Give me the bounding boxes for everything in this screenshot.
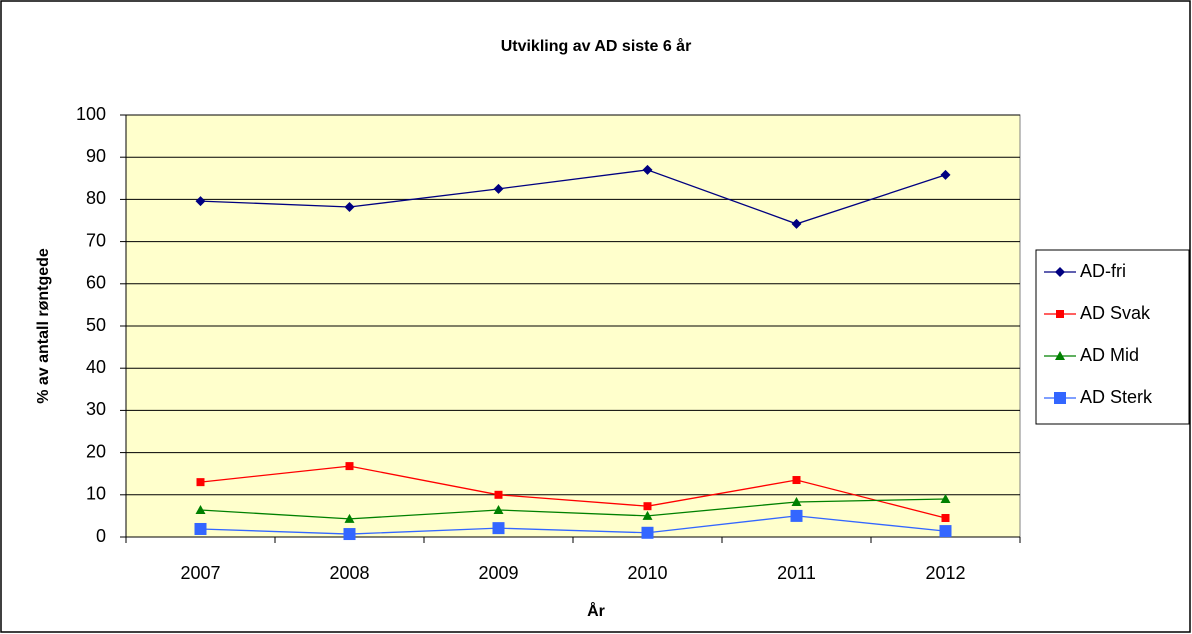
marker: [343, 528, 356, 541]
marker: [1055, 351, 1065, 360]
legend-label: AD Sterk: [1080, 387, 1153, 407]
marker: [344, 201, 355, 212]
marker: [941, 514, 950, 523]
y-tick-label: 40: [86, 357, 106, 377]
marker: [642, 510, 653, 520]
y-tick-label: 70: [86, 230, 106, 250]
marker: [791, 496, 802, 506]
x-tick-label: 2011: [777, 563, 816, 583]
marker: [194, 522, 207, 535]
marker: [344, 513, 355, 523]
legend-label: AD Mid: [1080, 345, 1139, 365]
marker: [345, 462, 354, 471]
marker: [643, 502, 652, 511]
marker: [1055, 267, 1065, 277]
marker: [1056, 310, 1064, 318]
x-tick-label: 2009: [478, 563, 518, 583]
series-line: [200, 515, 946, 535]
x-tick-label: 2008: [329, 563, 369, 583]
y-tick-label: 20: [86, 441, 106, 461]
marker: [1054, 392, 1066, 404]
marker: [492, 522, 505, 535]
chart-title: Utvikling av AD siste 6 år: [501, 37, 692, 55]
x-tick-label: 2010: [627, 563, 667, 583]
x-axis-label: År: [587, 601, 605, 620]
y-tick-label: 90: [86, 146, 106, 166]
marker: [790, 509, 803, 522]
marker: [195, 196, 206, 207]
series-line: [200, 465, 946, 519]
y-tick-label: 80: [86, 188, 106, 208]
marker: [939, 525, 952, 538]
marker: [195, 504, 206, 514]
marker: [196, 478, 205, 487]
marker: [493, 504, 504, 514]
x-tick-label: 2007: [180, 563, 220, 583]
marker: [792, 476, 801, 485]
marker: [791, 218, 802, 229]
y-axis-label: % av antall røntgede: [35, 248, 52, 404]
x-tick-label: 2012: [925, 563, 965, 583]
series-line: [200, 498, 946, 520]
y-tick-label: 60: [86, 273, 106, 293]
y-tick-label: 50: [86, 315, 106, 335]
marker: [940, 169, 951, 180]
marker: [641, 526, 654, 539]
legend-label: AD Svak: [1080, 303, 1151, 323]
marker: [493, 183, 504, 194]
marker: [642, 164, 653, 175]
legend-label: AD-fri: [1080, 261, 1126, 281]
y-tick-label: 10: [86, 484, 106, 504]
series-line: [200, 169, 946, 225]
y-tick-label: 100: [76, 104, 106, 124]
y-tick-label: 0: [96, 526, 106, 546]
marker: [940, 494, 951, 504]
marker: [494, 490, 503, 499]
y-tick-label: 30: [86, 399, 106, 419]
